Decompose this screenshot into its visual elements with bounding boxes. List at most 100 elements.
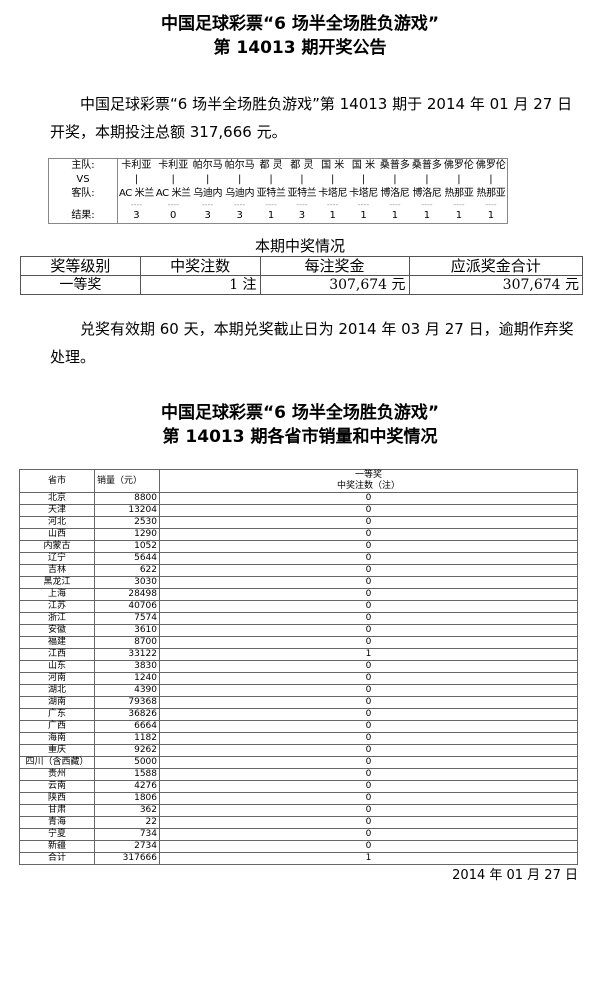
home-team: 卡利亚	[158, 160, 189, 171]
province-name: 吉林	[19, 564, 95, 577]
province-name: 湖北	[19, 684, 95, 697]
province-sales: 362	[94, 804, 160, 817]
province-row: 宁夏 734 0	[19, 828, 578, 841]
province-row: 陕西 1806 0	[19, 792, 578, 805]
province-row: 广东 36826 0	[19, 708, 578, 721]
away-team: 卡塔尼	[318, 188, 348, 199]
province-name: 湖南	[19, 696, 95, 709]
province-prize-count: 0	[159, 672, 578, 685]
divider: ----	[265, 200, 277, 209]
province-sales: 7574	[94, 612, 160, 625]
vs-bar: |	[425, 174, 429, 185]
province-row: 辽宁 5644 0	[19, 552, 578, 565]
match-row-vs: VS | | | | | | | | | | | |	[48, 173, 508, 187]
province-sales: 22	[94, 816, 160, 829]
away-team: 乌迪内	[193, 188, 223, 199]
province-prize-count: 0	[159, 516, 578, 529]
home-team: 国 米	[321, 160, 345, 171]
province-prize-count: 0	[159, 636, 578, 649]
province-row: 河南 1240 0	[19, 672, 578, 685]
province-prize-count: 0	[159, 780, 578, 793]
match-result: 1	[360, 210, 367, 221]
province-sales: 5644	[94, 552, 160, 565]
prize-header: 应派奖金合计	[408, 256, 584, 276]
vs-bar: |	[205, 174, 210, 185]
province-row: 江西 33122 1	[19, 648, 578, 661]
province-sales: 2530	[94, 516, 160, 529]
province-row: 青海 22 0	[19, 816, 578, 829]
province-prize-count: 0	[159, 492, 578, 505]
home-team: 都 灵	[290, 160, 314, 171]
home-team: 佛罗伦	[443, 160, 474, 171]
vs-bar: |	[361, 174, 366, 185]
prize-header: 奖等级别	[20, 256, 141, 276]
province-sales: 3830	[94, 660, 160, 673]
province-name: 贵州	[19, 768, 95, 781]
province-prize-count: 0	[159, 828, 578, 841]
province-row: 重庆 9262 0	[19, 744, 578, 757]
province-sales: 1588	[94, 768, 160, 781]
province-sales: 40706	[94, 600, 160, 613]
province-name: 黑龙江	[19, 576, 95, 589]
province-prize-count: 0	[159, 564, 578, 577]
province-prize-count: 0	[159, 720, 578, 733]
vs-bar: |	[237, 174, 242, 185]
province-sales: 13204	[94, 504, 160, 517]
match-result: 3	[298, 210, 306, 221]
province-sales: 9262	[94, 744, 160, 757]
away-team: 博洛尼	[380, 188, 410, 199]
province-prize-count: 0	[159, 552, 578, 565]
prize-table: 奖等级别 中奖注数 每注奖金 应派奖金合计 一等奖 1 注 307,674 元 …	[20, 256, 584, 295]
match-table: 主队: 卡利亚 卡利亚 帕尔马 帕尔马都 灵都 灵国 米国 米桑普多 桑普多 佛罗伦 佛罗伦 V…	[48, 158, 508, 224]
province-name: 山西	[19, 528, 95, 541]
province-name: 新疆	[19, 840, 95, 853]
divider: ----	[167, 200, 180, 209]
province-row: 河北 2530 0	[19, 516, 578, 529]
province-row: 云南 4276 0	[19, 780, 578, 793]
province-name: 甘肃	[19, 804, 95, 817]
match-result: 3	[204, 210, 211, 221]
match-result: 1	[391, 210, 399, 221]
province-name: 安徽	[19, 624, 95, 637]
province-sales: 1240	[94, 672, 160, 685]
match-result: 1	[423, 210, 431, 221]
vs-bar: |	[489, 174, 493, 185]
intro-paragraph: 中国足球彩票“6 场半全场胜负游戏”第 14013 期于 2014 年 01 月…	[50, 95, 573, 141]
province-prize-count: 1	[159, 648, 578, 661]
divider: ----	[421, 200, 433, 209]
province-sales: 6664	[94, 720, 160, 733]
province-sales: 28498	[94, 588, 160, 601]
title-line1: 中国足球彩票“6 场半全场胜负游戏”	[160, 14, 440, 34]
home-team: 帕尔马	[224, 160, 255, 171]
province-row: 甘肃 362 0	[19, 804, 578, 817]
province-header: 省市	[19, 469, 95, 493]
province-sales: 8800	[94, 492, 160, 505]
province-row: 湖北 4390 0	[19, 684, 578, 697]
home-team: 帕尔马	[192, 160, 223, 171]
province-name: 上海	[19, 588, 95, 601]
province-sales: 4390	[94, 684, 160, 697]
province-name: 浙江	[19, 612, 95, 625]
sales-header: 销量（元）	[94, 469, 160, 493]
footer-date: 2014 年 01 月 27 日	[452, 868, 578, 883]
province-sales: 3610	[94, 624, 160, 637]
match-row-away: 客队: AC 米兰 AC 米兰 乌迪内 乌迪内 亚特兰 亚特兰 卡塔尼 卡塔尼 博洛尼 博洛尼 热那亚…	[48, 187, 508, 201]
province-row: 浙江 7574 0	[19, 612, 578, 625]
province-name: 四川（含西藏）	[19, 756, 95, 769]
away-team: 热那亚	[476, 188, 506, 199]
province-row: 江苏 40706 0	[19, 600, 578, 613]
title-line4: 第 14013 期各省市销量和中奖情况	[162, 427, 438, 447]
province-prize-count: 0	[159, 540, 578, 553]
province-prize-count: 0	[159, 768, 578, 781]
province-sales: 317666	[94, 852, 160, 865]
province-prize-count: 0	[159, 696, 578, 709]
province-sales: 8700	[94, 636, 160, 649]
province-prize-count: 0	[159, 792, 578, 805]
vs-bar: |	[300, 174, 304, 185]
match-row-dash: ---- ---- ---- ---- ---- ---- ---- ---- ---- ----…	[48, 200, 508, 209]
divider: ----	[130, 200, 143, 209]
province-prize-count: 0	[159, 840, 578, 853]
province-sales: 33122	[94, 648, 160, 661]
match-row-result: 结果: 3 0 3 3 1 3 1 1 1 1 1 1	[48, 209, 508, 224]
divider-label	[48, 201, 118, 209]
